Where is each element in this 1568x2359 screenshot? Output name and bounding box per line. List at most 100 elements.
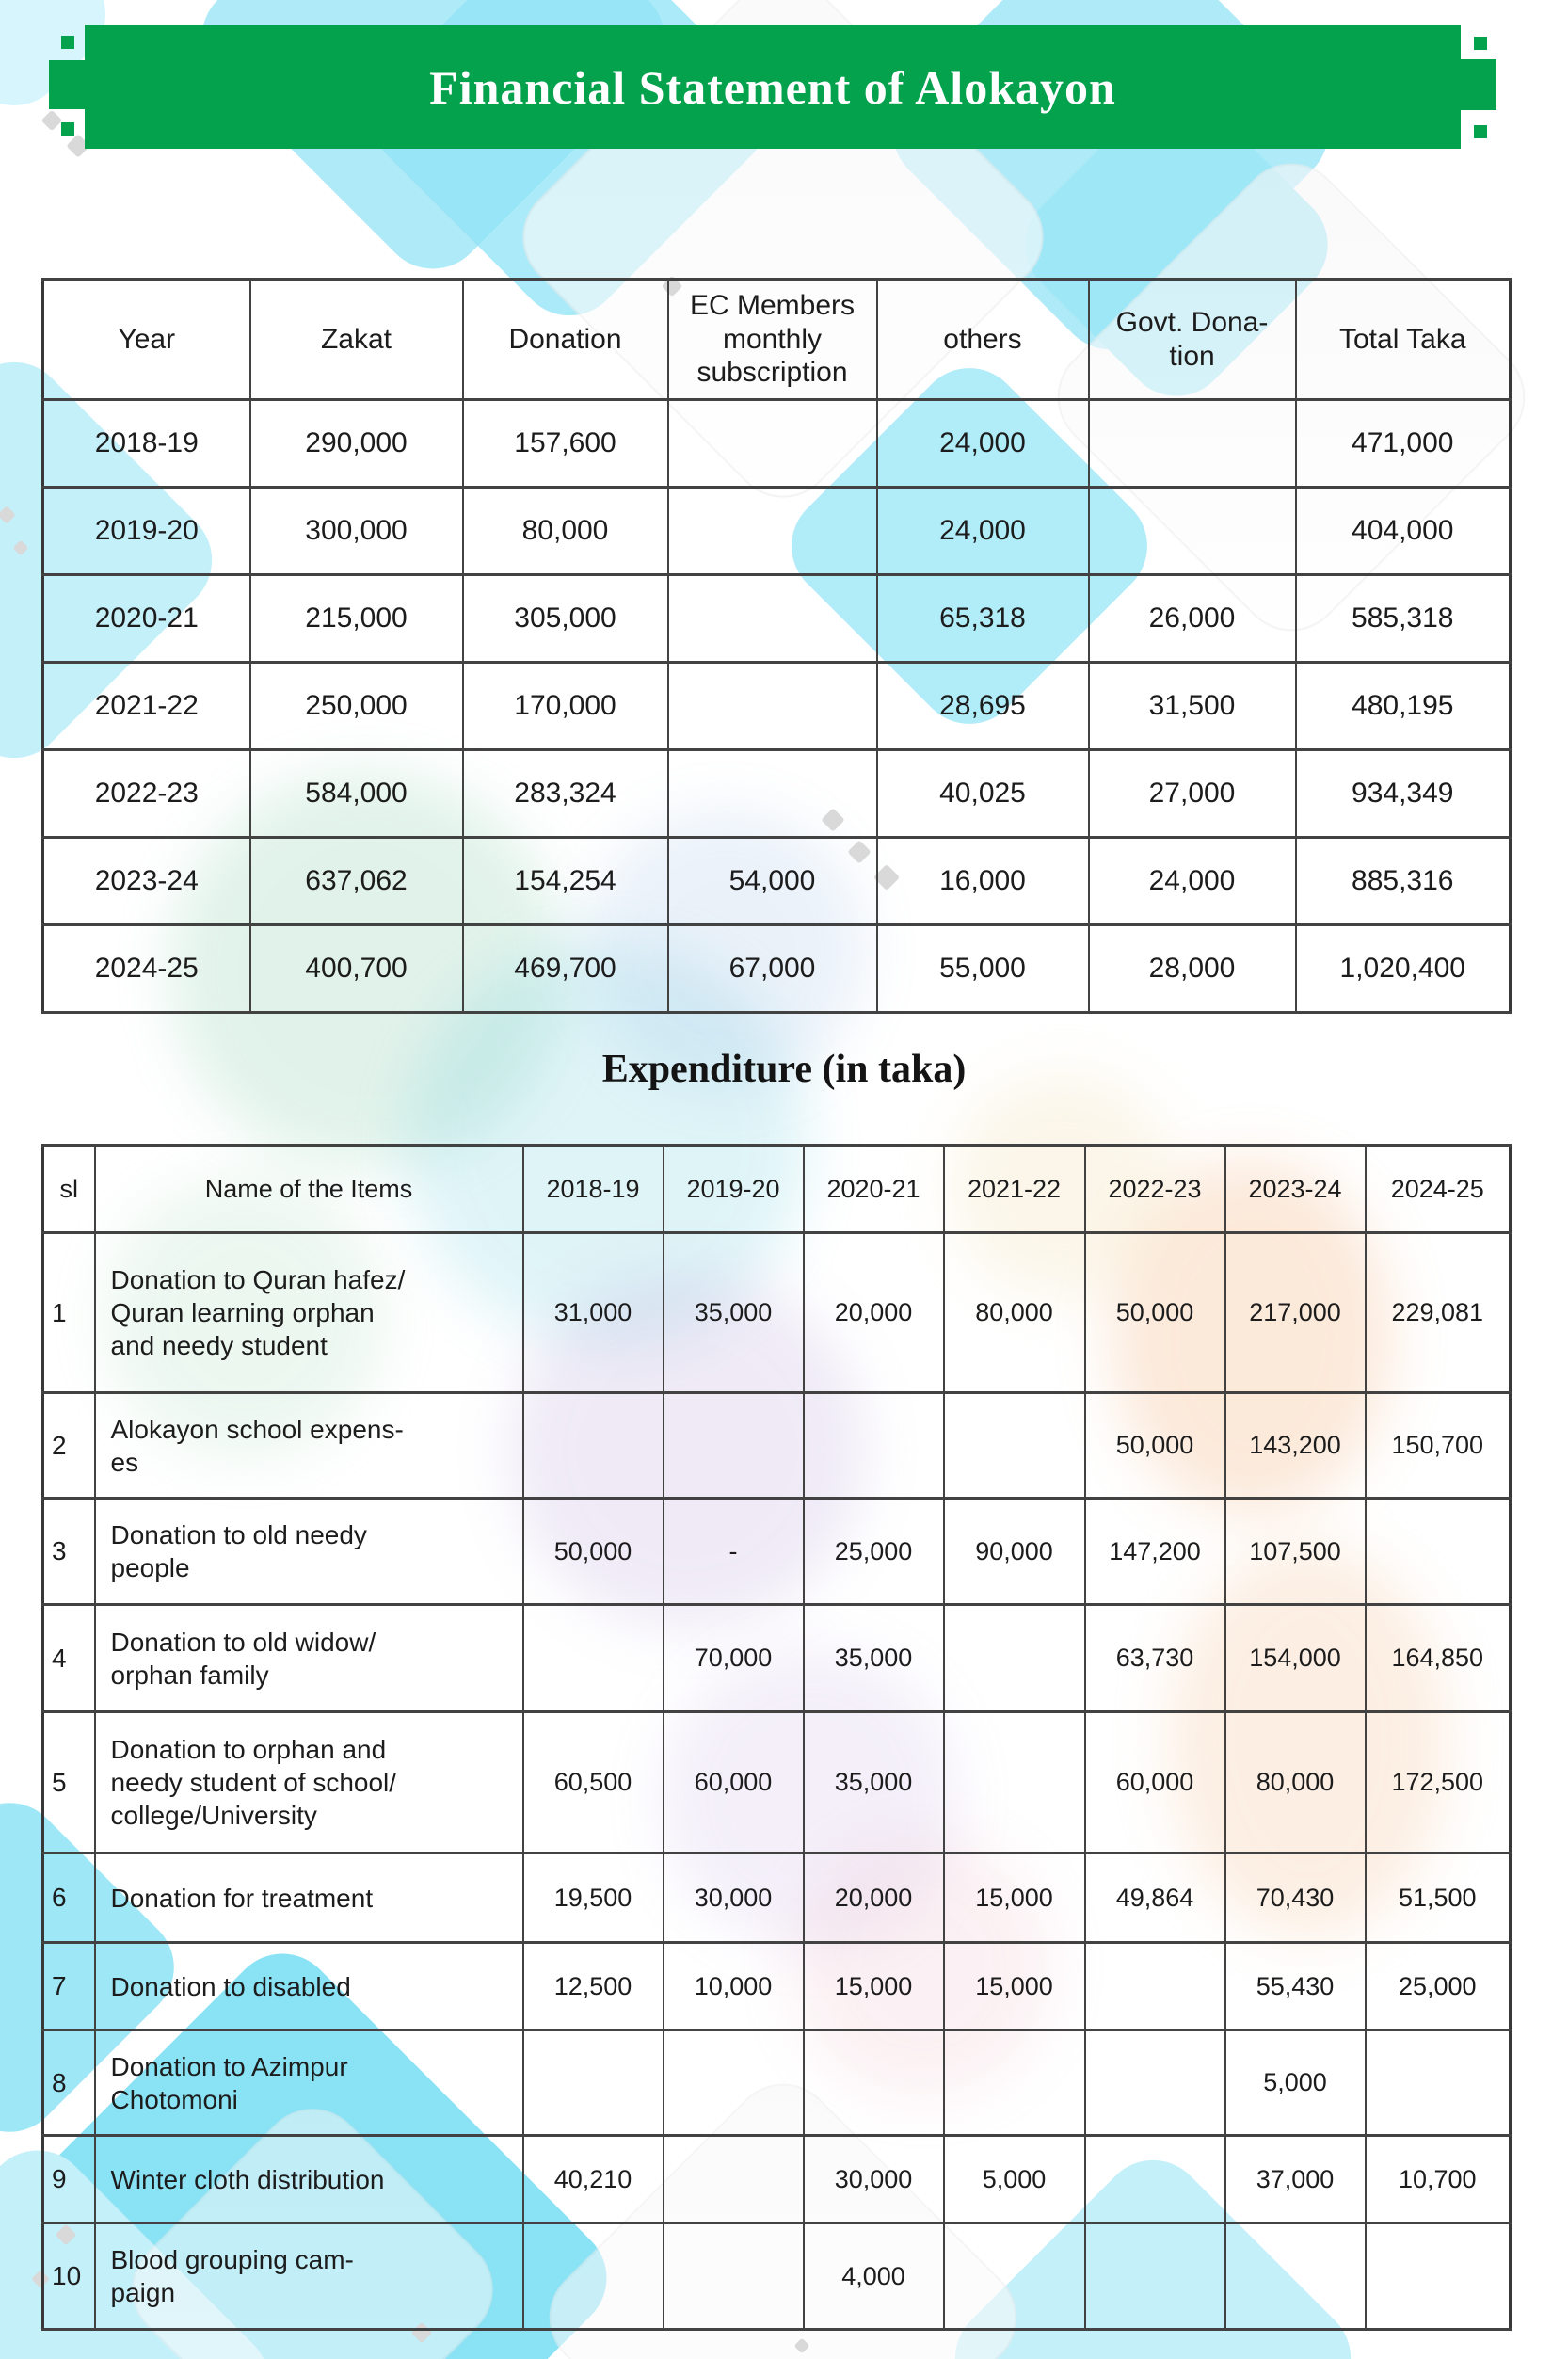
expenditure-cell [662,2029,805,2137]
expenditure-cell [521,1391,664,1500]
income-header-row: Year Zakat Donation EC Members monthly subs… [41,278,1512,401]
table-row: 2021-22 250,000 170,000 28,695 31,500 480,195 [41,661,1512,751]
income-cell: 305,000 [461,573,669,664]
income-cell: 300,000 [248,486,464,576]
expenditure-cell: 12,500 [521,1941,664,2031]
table-row: 5 Donation to orphan and needy student of… [41,1710,1512,1854]
expenditure-header-row: sl Name of the Items 2018-19 2019-20 2020-21… [41,1144,1512,1234]
expenditure-cell: 49,864 [1083,1852,1226,1944]
expenditure-cell: 70,000 [662,1603,805,1713]
expenditure-cell: 31,000 [521,1231,664,1394]
expenditure-cell: Donation to Quran hafez/ Quran learning … [93,1231,524,1394]
expenditure-cell: 15,000 [942,1941,1086,2031]
income-cell [1087,486,1297,576]
table-row: 2024-25 400,700 469,700 67,000 55,000 28,000 1… [41,923,1512,1014]
table-row: 2023-24 637,062 154,254 54,000 16,000 24,000 8… [41,836,1512,926]
income-cell: 283,324 [461,748,669,839]
expenditure-cell [942,2222,1086,2331]
column-header: Name of the Items [93,1144,524,1234]
expenditure-cell: Donation to Azimpur Chotomoni [93,2029,524,2137]
expenditure-cell: 5,000 [1224,2029,1367,2137]
expenditure-cell [662,1391,805,1500]
expenditure-cell: 107,500 [1224,1497,1367,1606]
column-header: 2020-21 [802,1144,945,1234]
income-cell: 54,000 [666,836,878,926]
income-cell: 584,000 [248,748,464,839]
table-row: 9 Winter cloth distribution 40,210 30,000 5,… [41,2134,1512,2224]
expenditure-cell: 10,700 [1364,2134,1512,2224]
income-cell: 637,062 [248,836,464,926]
decor-diamond [40,109,63,132]
expenditure-cell: 4,000 [802,2222,945,2331]
income-cell [666,398,878,489]
income-cell: 67,000 [666,923,878,1014]
income-cell: 2022-23 [41,748,251,839]
expenditure-cell: 217,000 [1224,1231,1367,1394]
income-cell: 65,318 [875,573,1090,664]
expenditure-cell: Donation to orphan and needy student of … [93,1710,524,1854]
expenditure-cell [942,2029,1086,2137]
expenditure-cell: 60,000 [1083,1710,1226,1854]
income-cell: 31,500 [1087,661,1297,751]
expenditure-cell: 25,000 [1364,1941,1512,2031]
expenditure-cell [942,1603,1086,1713]
expenditure-cell: 9 [41,2134,96,2224]
expenditure-cell: Donation to old needy people [93,1497,524,1606]
column-header: 2024-25 [1364,1144,1512,1234]
expenditure-cell: Winter cloth distribution [93,2134,524,2224]
expenditure-cell [1083,2222,1226,2331]
expenditure-cell: 172,500 [1364,1710,1512,1854]
column-header: Donation [461,278,669,401]
column-header: 2021-22 [942,1144,1086,1234]
income-cell: 404,000 [1294,486,1512,576]
expenditure-cell: 229,081 [1364,1231,1512,1394]
banner-pixel-square [61,36,74,49]
expenditure-cell: 164,850 [1364,1603,1512,1713]
expenditure-cell [1364,2222,1512,2331]
expenditure-cell: 5 [41,1710,96,1854]
page-title: Financial Statement of Alokayon [429,60,1116,114]
income-cell: 2019-20 [41,486,251,576]
expenditure-cell: 7 [41,1941,96,2031]
expenditure-cell: 150,700 [1364,1391,1512,1500]
income-cell: 480,195 [1294,661,1512,751]
expenditure-cell: 35,000 [802,1710,945,1854]
expenditure-cell [662,2222,805,2331]
expenditure-cell: - [662,1497,805,1606]
income-cell [1087,398,1297,489]
expenditure-cell [802,1391,945,1500]
expenditure-cell: 3 [41,1497,96,1606]
income-cell: 2023-24 [41,836,251,926]
column-header: Year [41,278,251,401]
income-cell: 2024-25 [41,923,251,1014]
income-cell: 215,000 [248,573,464,664]
expenditure-cell: 19,500 [521,1852,664,1944]
income-cell: 2020-21 [41,573,251,664]
income-cell: 934,349 [1294,748,1512,839]
income-cell: 16,000 [875,836,1090,926]
expenditure-cell: 5,000 [942,2134,1086,2224]
expenditure-cell: 60,000 [662,1710,805,1854]
income-cell: 28,695 [875,661,1090,751]
expenditure-cell: 30,000 [662,1852,805,1944]
expenditure-cell: 20,000 [802,1852,945,1944]
column-header: others [875,278,1090,401]
expenditure-cell [1364,1497,1512,1606]
table-row: 2018-19 290,000 157,600 24,000 471,000 [41,398,1512,489]
income-cell [666,748,878,839]
expenditure-cell: Donation to old widow/ orphan family [93,1603,524,1713]
expenditure-cell [1364,2029,1512,2137]
expenditure-cell: Blood grouping cam- paign [93,2222,524,2331]
expenditure-cell: 80,000 [942,1231,1086,1394]
column-header: 2018-19 [521,1144,664,1234]
expenditure-cell [1083,1941,1226,2031]
expenditure-cell: 50,000 [1083,1391,1226,1500]
expenditure-cell [942,1391,1086,1500]
expenditure-cell: 20,000 [802,1231,945,1394]
expenditure-cell: Alokayon school expens- es [93,1391,524,1500]
expenditure-cell: 6 [41,1852,96,1944]
expenditure-cell: 1 [41,1231,96,1394]
income-cell: 27,000 [1087,748,1297,839]
income-cell: 469,700 [461,923,669,1014]
expenditure-cell: 80,000 [1224,1710,1367,1854]
